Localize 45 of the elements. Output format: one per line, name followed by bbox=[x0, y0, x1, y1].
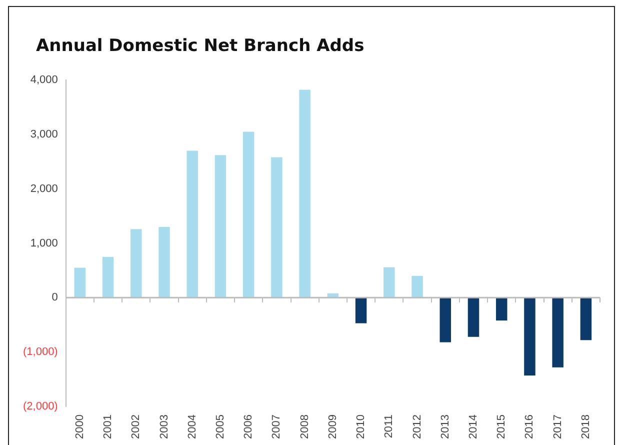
bar bbox=[214, 155, 226, 298]
y-tick-label: (1,000) bbox=[22, 346, 58, 358]
bar bbox=[552, 298, 564, 368]
y-tick-label: 3,000 bbox=[30, 128, 58, 140]
bar bbox=[130, 229, 142, 298]
x-tick-label: 2007 bbox=[270, 414, 283, 440]
x-tick-label: 2012 bbox=[411, 414, 424, 440]
bar bbox=[384, 267, 395, 298]
bar bbox=[412, 276, 423, 298]
x-tick-label: 2014 bbox=[468, 414, 480, 440]
x-tick-label: 2006 bbox=[242, 414, 255, 440]
bar bbox=[242, 132, 254, 298]
bar bbox=[271, 157, 282, 298]
x-tick-label: 2018 bbox=[580, 414, 592, 440]
bar bbox=[468, 298, 480, 337]
bar bbox=[158, 226, 170, 298]
y-tick-label: 2,000 bbox=[30, 182, 58, 195]
bar bbox=[102, 256, 114, 298]
x-tick-label: 2008 bbox=[298, 414, 311, 440]
x-tick-label: 2002 bbox=[130, 414, 142, 440]
bar bbox=[496, 298, 508, 321]
bar bbox=[440, 298, 451, 342]
x-tick-label: 2003 bbox=[158, 414, 170, 440]
bar bbox=[355, 298, 367, 324]
bar bbox=[74, 268, 86, 298]
y-tick-label: 4,000 bbox=[30, 74, 58, 86]
x-tick-label: 2005 bbox=[214, 414, 227, 440]
bar bbox=[299, 90, 310, 298]
bar bbox=[580, 298, 592, 340]
bar bbox=[186, 150, 198, 298]
x-tick-label: 2016 bbox=[524, 414, 536, 440]
x-tick-label: 2000 bbox=[74, 414, 86, 440]
y-tick-label: (2,000) bbox=[22, 400, 58, 413]
bar bbox=[524, 298, 536, 376]
x-tick-label: 2010 bbox=[355, 414, 368, 440]
x-tick-label: 2004 bbox=[186, 414, 198, 440]
x-tick-label: 2013 bbox=[439, 414, 452, 440]
x-tick-label: 2011 bbox=[383, 414, 396, 438]
chart-title: Annual Domestic Net Branch Adds bbox=[36, 36, 364, 56]
x-tick-label: 2001 bbox=[102, 414, 114, 440]
y-tick-label: 1,000 bbox=[30, 237, 58, 250]
x-tick-label: 2015 bbox=[496, 414, 508, 440]
x-tick-label: 2017 bbox=[552, 414, 564, 440]
y-tick-label: 0 bbox=[52, 292, 58, 304]
x-tick-label: 2009 bbox=[326, 414, 339, 440]
